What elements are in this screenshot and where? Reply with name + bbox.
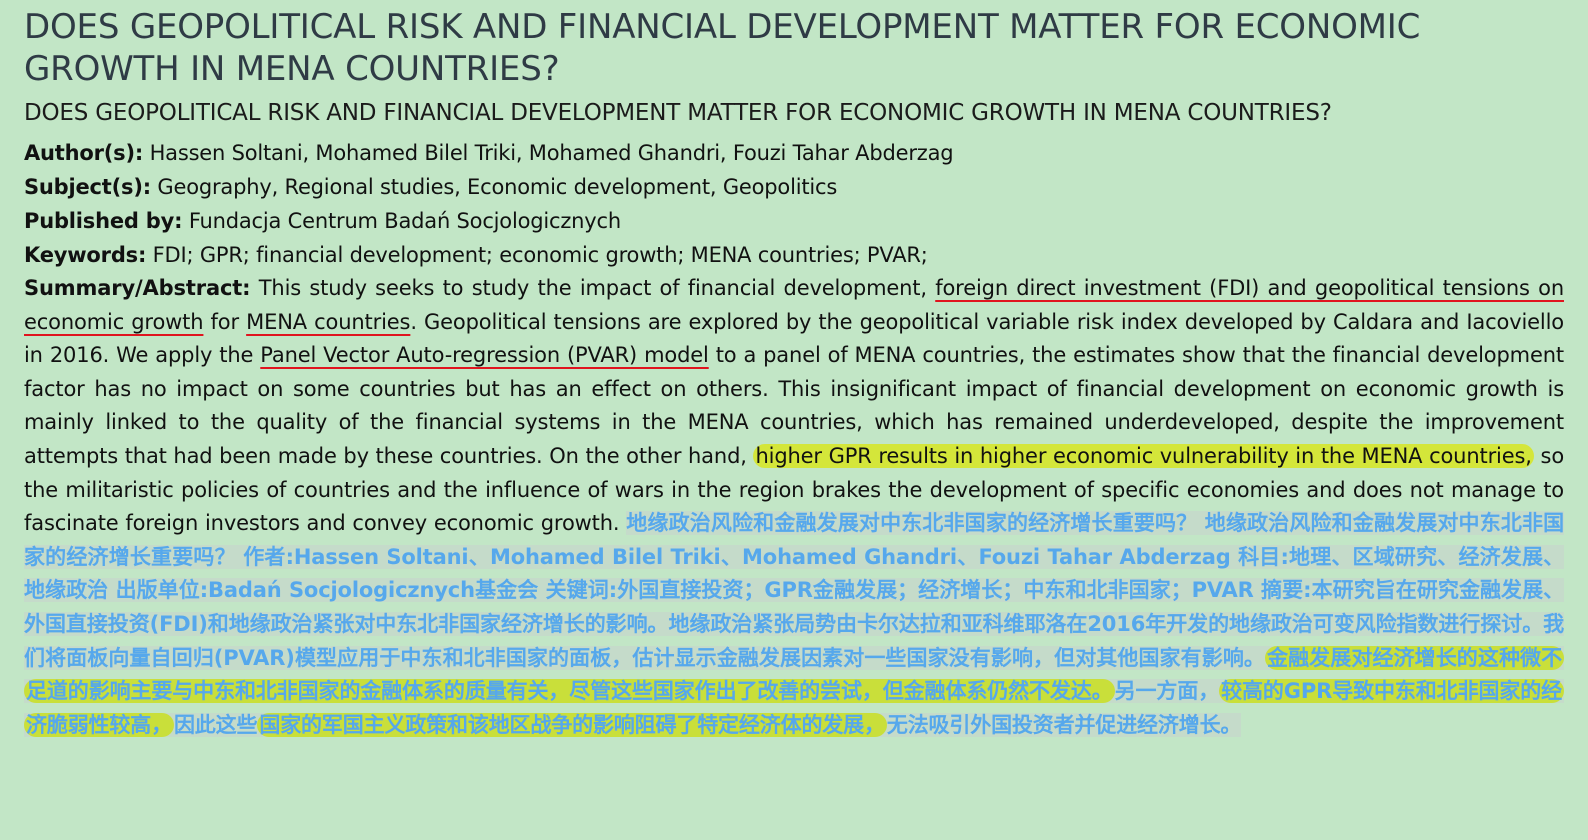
highlighted-phrase-gpr: higher GPR results in higher economic vu… — [753, 443, 1534, 468]
underlined-phrase-fdi: foreign direct investment (FDI) and geop… — [24, 276, 1564, 334]
translation-block: 地缘政治风险和金融发展对中东北非国家的经济增长重要吗？ 地缘政治风险和金融发展对… — [24, 511, 1564, 737]
abstract-text-2: for — [203, 309, 247, 334]
authors-label: Author(s): — [24, 141, 144, 165]
keywords-value: FDI; GPR; financial development; economi… — [152, 243, 928, 267]
document-page: DOES GEOPOLITICAL RISK AND FINANCIAL DEV… — [24, 7, 1564, 742]
translation-highlight-3: 国家的军国主义政策和该地区战争的影响阻碍了特定经济体的发展， — [257, 712, 887, 737]
underlined-phrase-mena: MENA countries — [246, 309, 411, 334]
abstract-label: Summary/Abstract: — [24, 276, 251, 300]
authors-line: Author(s): Hassen Soltani, Mohamed Bilel… — [24, 136, 1564, 170]
subjects-label: Subject(s): — [24, 175, 151, 199]
abstract-text-1: This study seeks to study the impact of … — [258, 276, 936, 300]
abstract-text-3: . Geopolitical tensions are explored by … — [24, 309, 1564, 368]
publisher-label: Published by: — [24, 209, 183, 233]
translation-text-1: 地缘政治风险和金融发展对中东北非国家的经济增长重要吗？ 地缘政治风险和金融发展对… — [24, 511, 1564, 670]
subjects-value: Geography, Regional studies, Economic de… — [157, 175, 838, 199]
publisher-value: Fundacja Centrum Badań Socjologicznych — [188, 209, 621, 233]
underlined-phrase-pvar: Panel Vector Auto-regression (PVAR) mode… — [260, 343, 709, 368]
abstract-paragraph: Summary/Abstract: This study seeks to st… — [24, 272, 1564, 742]
page-subtitle: DOES GEOPOLITICAL RISK AND FINANCIAL DEV… — [24, 100, 1332, 126]
abstract-text-4: to a panel of MENA countries, the estima… — [24, 343, 1564, 468]
page-title: DOES GEOPOLITICAL RISK AND FINANCIAL DEV… — [24, 7, 1421, 89]
keywords-line: Keywords: FDI; GPR; financial developmen… — [24, 238, 1564, 272]
translation-text-4: 无法吸引外国投资者并促进经济增长。 — [886, 712, 1242, 737]
keywords-label: Keywords: — [24, 243, 147, 267]
abstract-text-5: so the militaristic policies of countrie… — [24, 443, 1565, 536]
translation-text-2: 另一方面， — [1114, 679, 1220, 704]
authors-value: Hassen Soltani, Mohamed Bilel Triki, Moh… — [149, 141, 954, 165]
translation-text-3: 因此这些 — [173, 712, 258, 737]
publisher-line: Published by: Fundacja Centrum Badań Soc… — [24, 204, 1564, 238]
subjects-line: Subject(s): Geography, Regional studies,… — [24, 170, 1564, 204]
